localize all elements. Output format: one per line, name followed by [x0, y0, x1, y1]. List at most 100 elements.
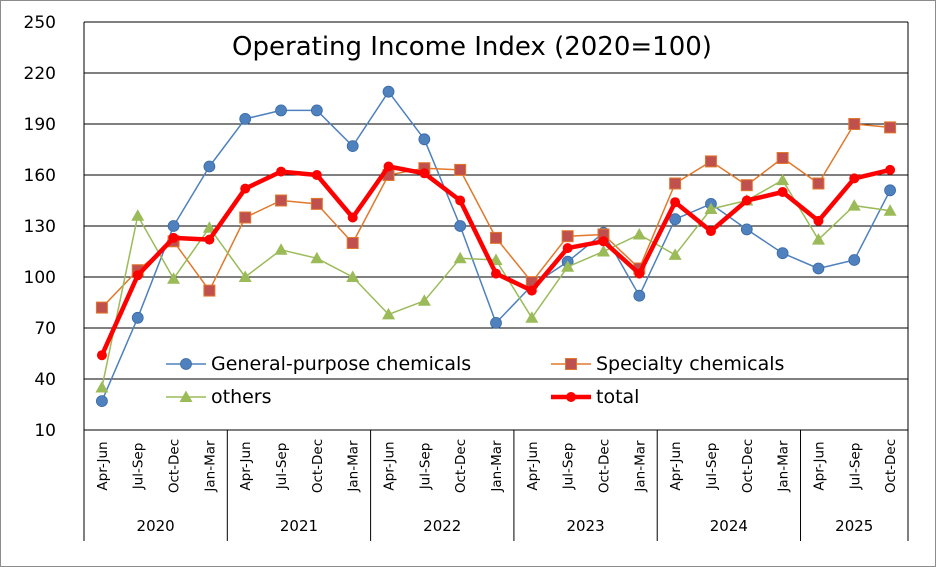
data-point	[275, 194, 288, 207]
y-tick-label: 40	[34, 370, 56, 390]
data-point	[346, 140, 359, 153]
legend-label: others	[211, 386, 272, 408]
data-point	[561, 230, 574, 243]
data-point	[561, 260, 575, 272]
x-tick-label: Jan-Mar	[202, 440, 218, 493]
data-point	[310, 197, 323, 210]
x-tick-label: Jul-Sep	[704, 443, 720, 491]
x-tick-label: Oct-Dec	[596, 439, 612, 493]
x-tick-label: Jan-Mar	[346, 440, 362, 493]
y-tick-label: 130	[24, 217, 56, 237]
data-point	[202, 221, 216, 233]
data-point	[885, 164, 896, 175]
data-point	[562, 243, 573, 254]
data-point	[848, 254, 861, 266]
y-tick-label: 10	[34, 421, 56, 441]
data-point	[239, 113, 252, 125]
x-tick-label: Apr-Jun	[668, 441, 684, 490]
data-point	[455, 195, 466, 206]
data-point	[239, 211, 252, 224]
data-point	[705, 226, 716, 237]
legend-label: General-purpose chemicals	[211, 353, 471, 375]
data-point	[741, 195, 752, 206]
legend-marker	[566, 392, 576, 402]
data-point	[632, 228, 646, 240]
data-point	[884, 121, 897, 134]
legend-marker	[180, 358, 192, 370]
data-point	[777, 187, 788, 197]
data-point	[598, 236, 609, 247]
data-point	[418, 133, 431, 146]
data-point	[96, 395, 108, 408]
x-tick-label: Jan-Mar	[632, 440, 648, 493]
data-point	[95, 381, 109, 393]
data-point	[704, 155, 717, 168]
data-point	[669, 177, 682, 190]
chart-title: Operating Income Index (2020=100)	[232, 32, 712, 62]
y-axis-ticks: 10 40 70 100 130 160 190 220 250	[24, 13, 56, 441]
data-point	[812, 262, 825, 275]
data-point	[95, 301, 108, 314]
data-point	[526, 285, 537, 296]
x-tick-label: Jul-Sep	[847, 443, 863, 491]
series-layer	[95, 85, 897, 408]
data-point	[884, 184, 896, 197]
data-point	[740, 223, 753, 236]
data-point	[704, 202, 718, 214]
data-point	[96, 350, 107, 361]
data-point	[346, 270, 360, 282]
data-point	[883, 204, 897, 216]
data-point	[131, 209, 145, 221]
x-tick-label: Apr-Jun	[382, 441, 398, 490]
data-point	[275, 104, 287, 117]
data-point	[491, 268, 501, 279]
x-tick-label: Jul-Sep	[274, 443, 290, 491]
x-tick-label: Jul-Sep	[417, 443, 433, 491]
data-point	[419, 168, 430, 179]
x-tick-label: Jul-Sep	[561, 443, 577, 491]
data-point	[167, 220, 180, 232]
data-point	[203, 160, 216, 173]
data-point	[310, 251, 324, 264]
data-point	[669, 213, 682, 226]
data-point	[274, 243, 288, 255]
y-tick-label: 160	[24, 166, 56, 186]
year-label-2020: 2020	[137, 517, 175, 535]
y-tick-label: 100	[24, 268, 56, 288]
data-point	[310, 104, 323, 117]
data-point	[203, 284, 216, 297]
y-tick-label: 250	[24, 13, 56, 33]
x-tick-label: Oct-Dec	[453, 439, 469, 493]
year-label-2024: 2024	[710, 517, 748, 535]
data-point	[417, 294, 431, 306]
y-tick-label: 220	[24, 64, 56, 84]
year-label-2022: 2022	[423, 517, 461, 535]
y-tick-label: 190	[24, 115, 56, 135]
data-point	[634, 268, 645, 279]
data-point	[490, 316, 502, 329]
x-tick-label: Jul-Sep	[131, 443, 147, 491]
data-point	[811, 233, 825, 245]
data-point	[776, 247, 789, 260]
data-point	[633, 289, 646, 302]
grid-lines	[83, 21, 909, 431]
data-point	[167, 272, 181, 284]
data-point	[740, 179, 753, 192]
year-label-2023: 2023	[566, 517, 604, 535]
data-point	[596, 245, 610, 257]
series-3	[96, 161, 896, 361]
data-point	[346, 237, 359, 249]
data-point	[847, 199, 861, 211]
legend-label: total	[596, 386, 639, 408]
data-point	[813, 215, 824, 226]
data-point	[276, 166, 287, 177]
data-point	[668, 248, 682, 260]
data-point	[776, 173, 790, 186]
x-tick-label: Jan-Mar	[489, 440, 505, 493]
data-point	[454, 220, 467, 232]
y-tick-label: 70	[34, 319, 56, 339]
x-tick-label: Apr-Jun	[95, 441, 111, 490]
data-point	[311, 170, 322, 180]
data-point	[848, 118, 861, 130]
